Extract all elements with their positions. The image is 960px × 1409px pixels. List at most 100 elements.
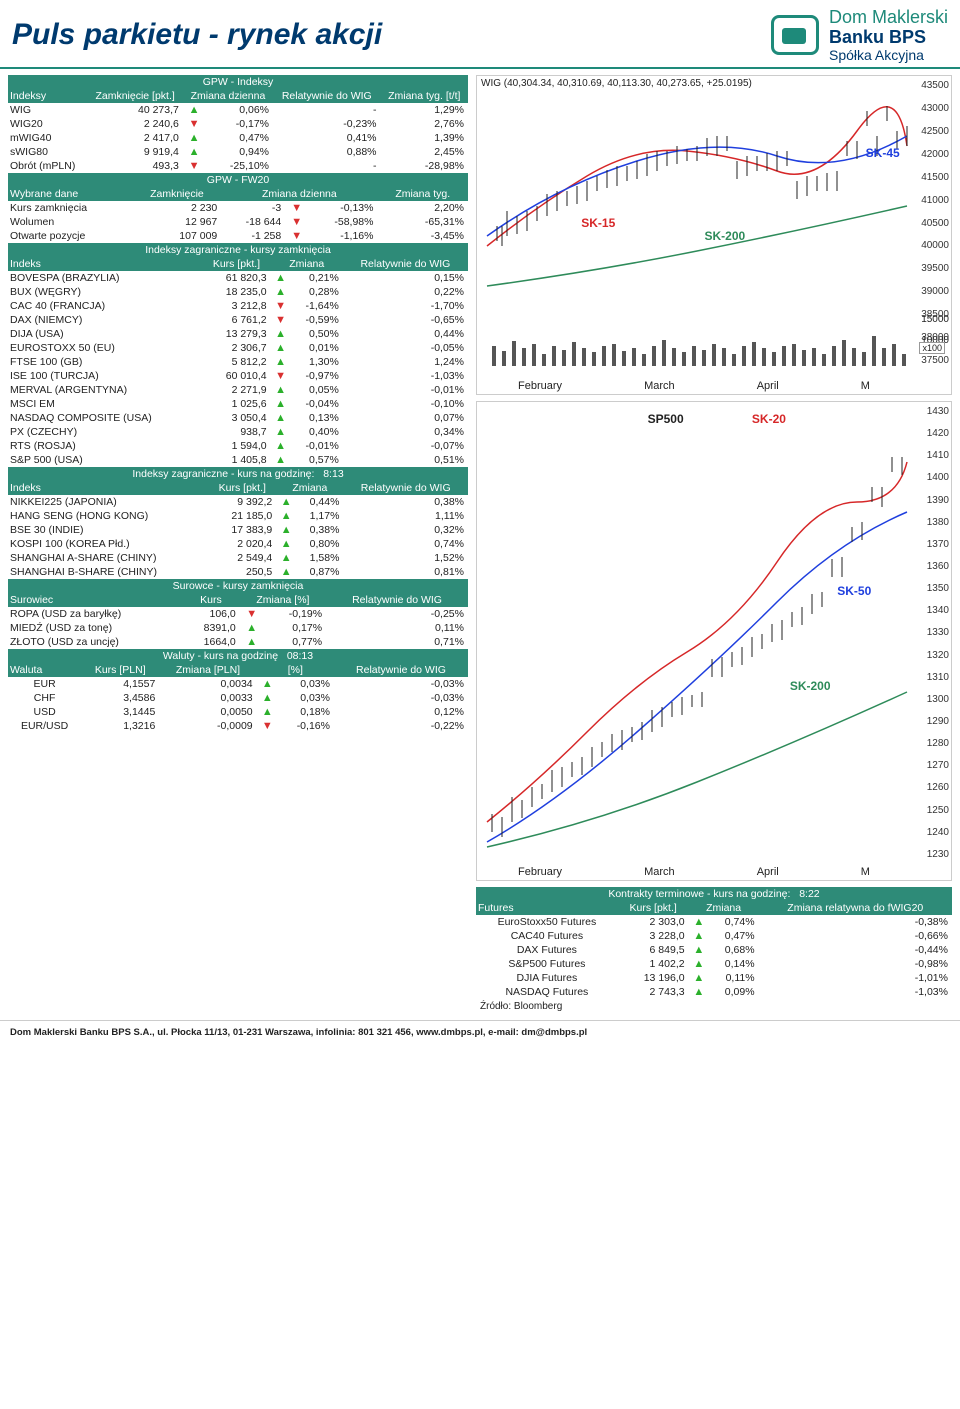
arrow-down-icon: ▼ [246,608,257,620]
table-row: BUX (WĘGRY)18 235,0▲0,28%0,22% [8,285,468,299]
table-row: EUROSTOXX 50 (EU)2 306,7▲0,01%-0,05% [8,341,468,355]
page-title: Puls parkietu - rynek akcji [12,18,382,52]
chart-label: SK-200 [705,229,746,243]
arrow-up-icon: ▲ [275,286,286,298]
table-row: DJIA Futures13 196,0▲0,11%-1,01% [476,971,952,985]
arrow-up-icon: ▲ [693,944,704,956]
arrow-up-icon: ▲ [275,398,286,410]
chart-label: SP500 [648,412,684,426]
sp-x-labels: FebruaryMarchAprilM [477,866,911,878]
table-row: CAC40 Futures3 228,0▲0,47%-0,66% [476,929,952,943]
table-row: BSE 30 (INDIE)17 383,9▲0,38%0,32% [8,523,468,537]
table-row: S&P 500 (USA)1 405,8▲0,57%0,51% [8,453,468,467]
table-row: CAC 40 (FRANCJA)3 212,8▼-1,64%-1,70% [8,299,468,313]
table-row: MIEDŹ (USD za tonę)8391,0▲0,17%0,11% [8,621,468,635]
arrow-up-icon: ▲ [275,426,286,438]
futures-table: Kontrakty terminowe - kurs na godzinę: 8… [476,887,952,999]
chart-label: SK-15 [581,216,615,230]
arrow-down-icon: ▼ [291,202,302,214]
arrow-up-icon: ▲ [693,916,704,928]
sp500-chart: 1430142014101400139013801370136013501340… [476,401,952,881]
table-row: ROPA (USD za baryłkę)106,0▼-0,19%-0,25% [8,607,468,621]
foreign-hour-table: Indeksy zagraniczne - kurs na godzinę: 8… [8,467,468,579]
logo-line1: Dom Maklerski [829,8,948,28]
gpw-fw20-table: GPW - FW20 Wybrane dane Zamknięcie Zmian… [8,173,468,243]
table-row: FTSE 100 (GB)5 812,2▲1,30%1,24% [8,355,468,369]
logo-line2: Banku BPS [829,28,948,48]
table-row: Obrót (mPLN)493,3▼-25,10%--28,98% [8,159,468,173]
arrow-down-icon: ▼ [262,720,273,732]
table-row: MERVAL (ARGENTYNA)2 271,9▲0,05%-0,01% [8,383,468,397]
table-row: KOSPI 100 (KOREA Płd.)2 020,4▲0,80%0,74% [8,537,468,551]
table-row: ZŁOTO (USD za uncję)1664,0▲0,77%0,71% [8,635,468,649]
chart-label: SK-45 [866,146,900,160]
gpw-indeksy-table: GPW - Indeksy Indeksy Zamknięcie [pkt.] … [8,75,468,173]
left-column: GPW - Indeksy Indeksy Zamknięcie [pkt.] … [8,75,468,1014]
table-row: USD3,14450,0050▲0,18%0,12% [8,705,468,719]
table-row: sWIG809 919,4▲0,94%0,88%2,45% [8,145,468,159]
arrow-up-icon: ▲ [281,510,292,522]
table-row: Wolumen12 967-18 644▼-58,98%-65,31% [8,215,468,229]
right-column: WIG (40,304.34, 40,310.69, 40,113.30, 40… [476,75,952,1014]
sp-y-labels: 1430142014101400139013801370136013501340… [927,406,949,860]
arrow-down-icon: ▼ [291,230,302,242]
arrow-down-icon: ▼ [275,370,286,382]
arrow-up-icon: ▲ [281,538,292,550]
table-row: NASDAQ Futures2 743,3▲0,09%-1,03% [476,985,952,999]
table-row: EuroStoxx50 Futures2 303,0▲0,74%-0,38% [476,915,952,929]
arrow-up-icon: ▲ [262,692,273,704]
table-row: S&P500 Futures1 402,2▲0,14%-0,98% [476,957,952,971]
logo-text: Dom Maklerski Banku BPS Spółka Akcyjna [829,8,948,63]
arrow-up-icon: ▲ [275,272,286,284]
foreign-close-table: Indeksy zagraniczne - kursy zamknięcia I… [8,243,468,467]
chart-label: SK-200 [790,679,831,693]
arrow-up-icon: ▲ [275,454,286,466]
table-row: mWIG402 417,0▲0,47%0,41%1,39% [8,131,468,145]
arrow-up-icon: ▲ [693,986,704,998]
volume-note: x100 [919,342,945,354]
arrow-up-icon: ▲ [693,958,704,970]
wig-x-labels: FebruaryMarchAprilM [477,380,911,392]
arrow-up-icon: ▲ [275,342,286,354]
table-row: WIG202 240,6▼-0,17%-0,23%2,76% [8,117,468,131]
arrow-up-icon: ▲ [281,552,292,564]
arrow-up-icon: ▲ [189,104,200,116]
table-row: DAX (NIEMCY)6 761,2▼-0,59%-0,65% [8,313,468,327]
footer-text: Dom Maklerski Banku BPS S.A., ul. Płocka… [10,1027,587,1038]
footer: Dom Maklerski Banku BPS S.A., ul. Płocka… [0,1020,960,1044]
table-row: RTS (ROSJA)1 594,0▲-0,01%-0,07% [8,439,468,453]
table-row: DAX Futures6 849,5▲0,68%-0,44% [476,943,952,957]
arrow-up-icon: ▲ [281,496,292,508]
arrow-up-icon: ▲ [246,622,257,634]
table-row: EUR/USD1,3216-0,0009▼-0,16%-0,22% [8,719,468,733]
logo-line3: Spółka Akcyjna [829,48,948,63]
table-row: DIJA (USA)13 279,3▲0,50%0,44% [8,327,468,341]
wig-chart: WIG (40,304.34, 40,310.69, 40,113.30, 40… [476,75,952,395]
arrow-up-icon: ▲ [693,930,704,942]
arrow-up-icon: ▲ [281,524,292,536]
table-row: WIG40 273,7▲0,06%-1,29% [8,103,468,117]
logo-icon [771,15,819,55]
table-row: ISE 100 (TURCJA)60 010,4▼-0,97%-1,03% [8,369,468,383]
arrow-down-icon: ▼ [189,118,200,130]
source-text: Źródło: Bloomberg [476,999,952,1014]
table-row: PX (CZECHY)938,7▲0,40%0,34% [8,425,468,439]
table-row: SHANGHAI A-SHARE (CHINY)2 549,4▲1,58%1,5… [8,551,468,565]
logo: Dom Maklerski Banku BPS Spółka Akcyjna [771,8,948,63]
arrow-up-icon: ▲ [189,146,200,158]
chart-label: SK-50 [837,584,871,598]
table-row: CHF3,45860,0033▲0,03%-0,03% [8,691,468,705]
table-row: Kurs zamknięcia2 230-3▼-0,13%2,20% [8,201,468,215]
gpw-indeksy-title: GPW - Indeksy [8,75,468,89]
arrow-up-icon: ▲ [262,706,273,718]
table-row: Otwarte pozycje107 009-1 258▼-1,16%-3,45… [8,229,468,243]
chart-label: SK-20 [752,412,786,426]
arrow-up-icon: ▲ [275,440,286,452]
arrow-up-icon: ▲ [275,328,286,340]
arrow-up-icon: ▲ [246,636,257,648]
arrow-down-icon: ▼ [291,216,302,228]
page-header: Puls parkietu - rynek akcji Dom Maklersk… [0,0,960,69]
arrow-up-icon: ▲ [281,566,292,578]
commodities-table: Surowce - kursy zamknięcia Surowiec Kurs… [8,579,468,649]
arrow-up-icon: ▲ [262,678,273,690]
